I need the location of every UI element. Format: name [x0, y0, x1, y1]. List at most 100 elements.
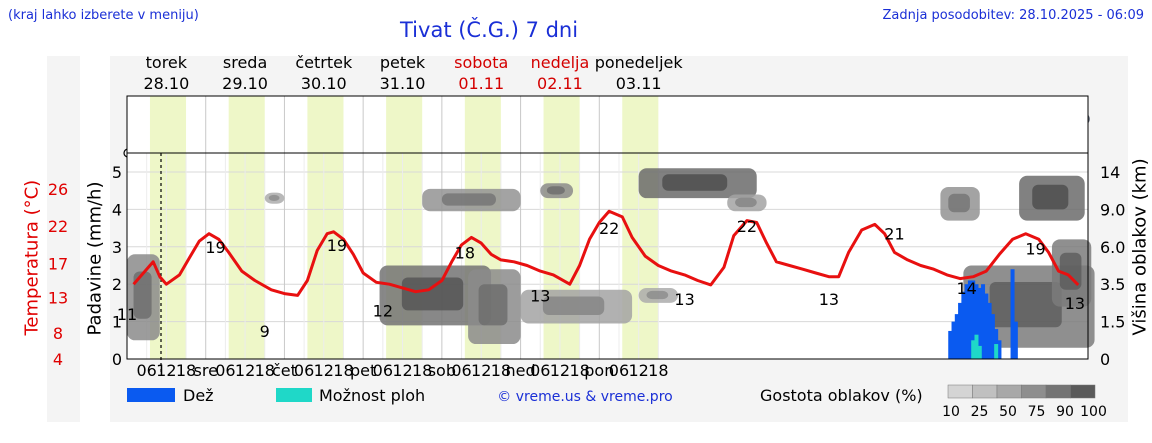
rain-bar — [1010, 269, 1015, 359]
hour-tick: 12 — [392, 361, 412, 380]
cloud-core — [441, 193, 496, 206]
day-date: 02.11 — [537, 74, 583, 93]
hour-tick: 06 — [136, 361, 156, 380]
day-date: 28.10 — [143, 74, 189, 93]
cloud-core — [546, 186, 565, 195]
temperature-label: 13 — [819, 290, 839, 309]
legend-density-swatch — [996, 384, 1022, 399]
legend-density-level: 10 — [942, 404, 960, 420]
day-name: torek — [146, 53, 188, 72]
rain-bar — [964, 284, 969, 359]
cloud-core — [948, 193, 970, 213]
cloud-height-tick: 14 — [1100, 163, 1120, 182]
legend-density-swatch — [947, 384, 973, 399]
precip-tick: 3 — [112, 238, 122, 257]
day-abbr-tick: sre — [194, 361, 218, 380]
cloud-core — [662, 174, 728, 191]
temperature-label: 19 — [327, 236, 347, 255]
hour-tick: 18 — [333, 361, 353, 380]
rain-bar — [990, 314, 995, 359]
rain-bar — [977, 287, 982, 359]
rain-bar — [951, 321, 956, 359]
hour-tick: 12 — [471, 361, 491, 380]
day-abbr-tick: pon — [584, 361, 614, 380]
day-date: 31.10 — [380, 74, 426, 93]
legend-density-swatch — [1070, 384, 1096, 399]
hour-tick: 18 — [491, 361, 511, 380]
cloud-core — [542, 296, 605, 316]
cloud-core — [133, 271, 152, 319]
hour-tick: 18 — [569, 361, 589, 380]
temperature-label: 22 — [737, 217, 757, 236]
storm-bar — [974, 334, 979, 359]
temp-tick: 17 — [48, 255, 68, 274]
temperature-label: 18 — [455, 243, 475, 262]
legend-density-level: 25 — [971, 404, 989, 420]
rain-bar — [974, 284, 979, 359]
day-name: četrtek — [295, 53, 353, 72]
right-axis-panel — [1100, 56, 1128, 422]
hour-tick: 06 — [530, 361, 550, 380]
plot-border — [126, 95, 1089, 360]
hour-tick: 06 — [609, 361, 629, 380]
temperature-label: 9 — [260, 322, 270, 341]
storm-bar — [971, 340, 976, 359]
day-date: 30.10 — [301, 74, 347, 93]
hour-tick: 12 — [314, 361, 334, 380]
rain-bar — [948, 330, 953, 359]
legend: Dež Možnost ploh © vreme.us & vreme.pro Gos… — [127, 384, 1107, 420]
legend-density-swatch — [972, 384, 998, 399]
rain-bar — [984, 293, 989, 359]
hour-tick: 18 — [412, 361, 432, 380]
day-date: 29.10 — [222, 74, 268, 93]
rain-bar — [994, 329, 999, 359]
daylight-band — [307, 96, 344, 359]
legend-density-level: 50 — [999, 404, 1017, 420]
hour-tick: 12 — [235, 361, 255, 380]
legend-storm-swatch — [276, 388, 312, 402]
daylight-band — [228, 96, 265, 359]
hour-tick: 12 — [156, 361, 176, 380]
temperature-label: 19 — [1025, 240, 1045, 259]
cloud-core — [478, 284, 508, 326]
rain-bar — [971, 280, 976, 359]
cloud-core — [1032, 184, 1069, 210]
hour-tick: 06 — [451, 361, 471, 380]
temperature-label: 21 — [884, 225, 904, 244]
day-abbr-tick: ned — [506, 361, 536, 380]
legend-density-title: Gostota oblakov (%) — [760, 386, 923, 405]
legend-density-swatch — [1045, 384, 1071, 399]
legend-density-level: 100 — [1080, 404, 1107, 420]
cloud-height-tick: 1.5 — [1100, 313, 1125, 332]
rain-bar — [961, 291, 966, 359]
rain-bar — [997, 340, 1002, 359]
day-name: ponedeljek — [595, 53, 684, 72]
day-date: 03.11 — [616, 74, 662, 93]
hour-tick: 12 — [628, 361, 648, 380]
rain-bar — [987, 302, 992, 359]
temperature-label: 13 — [530, 286, 550, 305]
cloud-height-tick: 3.5 — [1100, 275, 1125, 294]
temp-tick: 8 — [53, 324, 63, 343]
credit-text: © vreme.us & vreme.pro — [497, 389, 672, 405]
temperature-line — [132, 209, 1080, 297]
cloud-core — [735, 197, 757, 208]
temperature-label: 13 — [1065, 294, 1085, 313]
day-abbr-tick: pet — [350, 361, 376, 380]
temp-tick: 13 — [48, 288, 68, 307]
hour-tick: 18 — [176, 361, 196, 380]
hour-tick: 06 — [373, 361, 393, 380]
temp-tick: 22 — [48, 217, 68, 236]
temperature-label: 13 — [674, 290, 694, 309]
region-hint[interactable]: (kraj lahko izberete v meniju) — [8, 8, 199, 23]
day-abbr-tick: čet — [272, 361, 297, 380]
day-date: 01.11 — [458, 74, 504, 93]
precip-tick: 4 — [112, 200, 122, 219]
last-updated: Zadnja posodobitev: 28.10.2025 - 06:09 — [882, 8, 1144, 23]
day-headers: torek 28.10 sreda 29.10 četrtek 30.10 petek 31.… — [143, 53, 683, 93]
hour-tick: 06 — [215, 361, 235, 380]
storm-bar — [977, 345, 982, 359]
